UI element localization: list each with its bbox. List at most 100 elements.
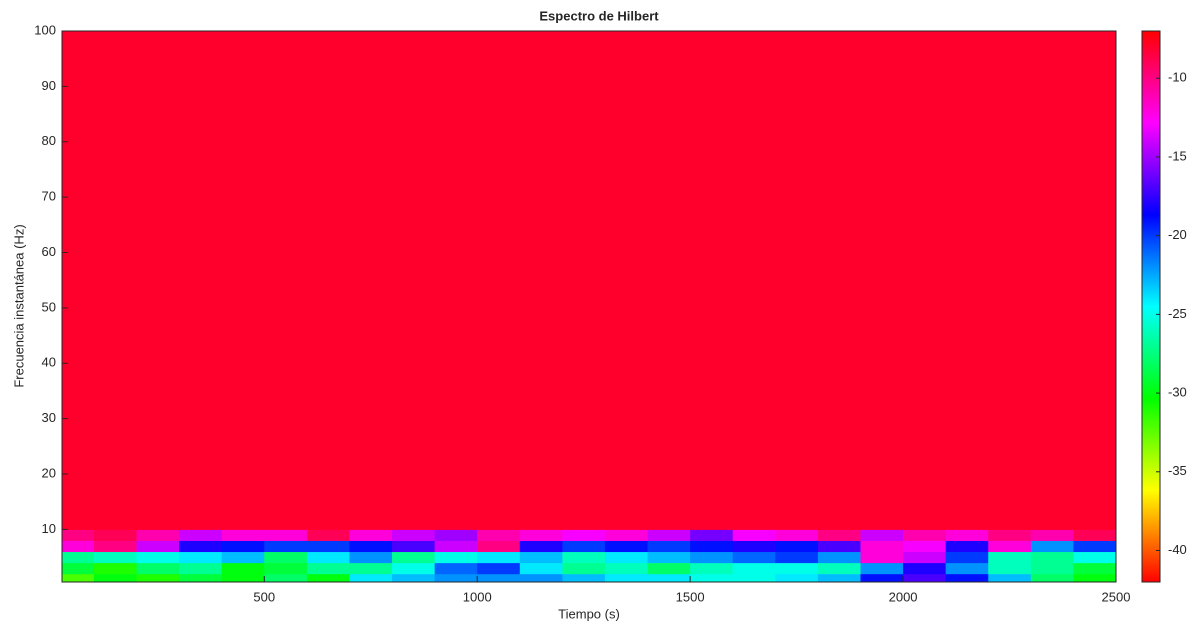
heatmap-cell	[690, 551, 734, 564]
heatmap-cell	[1073, 540, 1117, 553]
heatmap-cell	[860, 31, 904, 530]
heatmap-cell	[93, 31, 138, 530]
heatmap-cell	[434, 551, 478, 564]
heatmap-cell	[93, 529, 138, 541]
heatmap-cell	[221, 540, 265, 553]
heatmap-cell	[221, 529, 265, 541]
heatmap-cell	[62, 540, 95, 553]
heatmap-cell	[1073, 562, 1117, 575]
heatmap-cell	[775, 551, 819, 564]
heatmap-cell	[1073, 573, 1117, 583]
y-tick-label: 10	[42, 521, 56, 536]
y-tick-label: 100	[34, 22, 56, 37]
heatmap-cell	[264, 540, 308, 553]
heatmap-cell	[903, 540, 947, 553]
heatmap-cell	[604, 540, 649, 553]
heatmap-cell	[562, 573, 606, 583]
heatmap-cell	[1030, 562, 1074, 575]
heatmap-cell	[945, 562, 989, 575]
heatmap-cell	[349, 31, 393, 530]
heatmap-cell	[732, 540, 776, 553]
heatmap-cell	[93, 573, 138, 583]
heatmap-cell	[1073, 529, 1117, 541]
heatmap-cell	[562, 529, 606, 541]
heatmap-cell	[477, 529, 521, 541]
heatmap-cell	[775, 562, 819, 575]
heatmap-cell	[62, 562, 95, 575]
heatmap-cell	[477, 562, 521, 575]
heatmap-cell	[690, 529, 734, 541]
heatmap-cell	[647, 562, 691, 575]
heatmap-cell	[817, 551, 861, 564]
heatmap-cell	[945, 529, 989, 541]
heatmap-cell	[817, 540, 861, 553]
heatmap-cell	[604, 551, 649, 564]
colorbar	[1142, 31, 1160, 582]
heatmap-cell	[349, 529, 393, 541]
heatmap-cell	[477, 551, 521, 564]
x-tick-label: 1000	[463, 589, 492, 604]
heatmap-cell	[988, 529, 1032, 541]
heatmap-cell	[136, 529, 180, 541]
heatmap-cell	[349, 573, 393, 583]
heatmap-cell	[732, 573, 776, 583]
y-tick-label: 80	[42, 133, 56, 148]
heatmap-cell	[93, 540, 138, 553]
heatmap-cell	[562, 562, 606, 575]
heatmap-cell	[179, 562, 223, 575]
x-tick-label: 2000	[889, 589, 918, 604]
heatmap-cell	[434, 573, 478, 583]
heatmap-cell	[604, 562, 649, 575]
heatmap-cell	[817, 529, 861, 541]
x-axis-label: Tiempo (s)	[558, 606, 620, 621]
heatmap-cell	[775, 573, 819, 583]
heatmap-cell	[221, 551, 265, 564]
heatmap-cell	[647, 573, 691, 583]
heatmap-cell	[519, 540, 563, 553]
heatmap-cell	[945, 540, 989, 553]
heatmap-cell	[349, 551, 393, 564]
heatmap-cell	[136, 551, 180, 564]
heatmap-cell	[392, 551, 436, 564]
heatmap-cell	[93, 562, 138, 575]
heatmap-cell	[903, 551, 947, 564]
y-tick-label: 40	[42, 355, 56, 370]
heatmap-cell	[264, 562, 308, 575]
heatmap-cell	[349, 562, 393, 575]
heatmap-cell	[817, 573, 861, 583]
heatmap-cell	[604, 573, 649, 583]
heatmap-cell	[62, 529, 95, 541]
heatmap-cell	[264, 551, 308, 564]
heatmap-cell	[647, 529, 691, 541]
heatmap-cell	[690, 562, 734, 575]
colorbar-tick-label: -15	[1168, 148, 1187, 163]
heatmap-cell	[434, 31, 478, 530]
heatmap-cell	[860, 540, 904, 553]
heatmap-cell	[477, 31, 521, 530]
y-tick-label: 50	[42, 299, 56, 314]
heatmap-cell	[306, 529, 350, 541]
heatmap-cell	[62, 551, 95, 564]
heatmap-cell	[349, 540, 393, 553]
heatmap-cell	[562, 540, 606, 553]
colorbar-tick-label: -10	[1168, 70, 1187, 85]
heatmap-cell	[775, 529, 819, 541]
heatmap-cell	[1030, 573, 1074, 583]
heatmap-cell	[519, 31, 563, 530]
heatmap-cell	[264, 31, 308, 530]
heatmap-cell	[179, 551, 223, 564]
heatmap-cell	[903, 573, 947, 583]
heatmap-cell	[562, 551, 606, 564]
heatmap-cell	[817, 31, 861, 530]
y-tick-label: 20	[42, 465, 56, 480]
heatmap-cell	[136, 540, 180, 553]
heatmap-cell	[1030, 551, 1074, 564]
heatmap-cell	[221, 31, 265, 530]
y-tick-label: 70	[42, 189, 56, 204]
heatmap-cell	[1030, 31, 1074, 530]
heatmap-cell	[647, 540, 691, 553]
heatmap-cell	[775, 540, 819, 553]
heatmap-cell	[732, 551, 776, 564]
heatmap-cell	[519, 551, 563, 564]
heatmap-cell	[179, 31, 223, 530]
